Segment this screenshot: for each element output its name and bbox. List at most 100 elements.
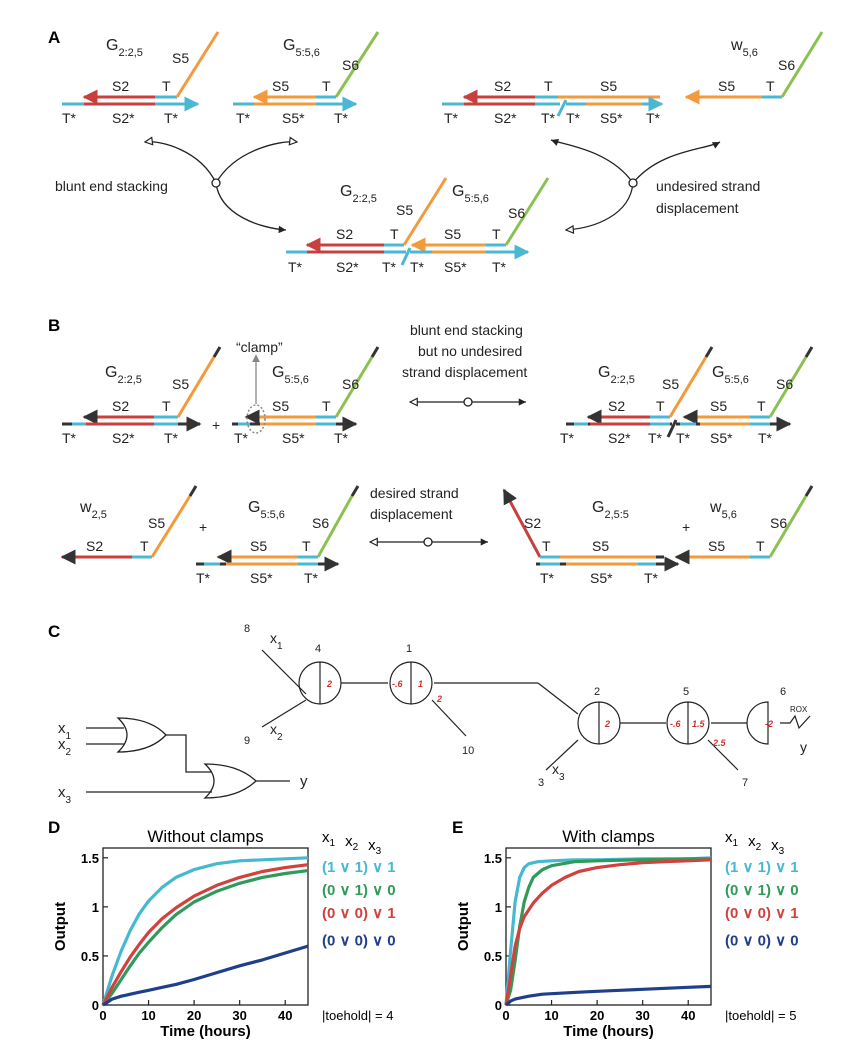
x-tick-label: 30 [635,1008,649,1023]
blunt-no-displacement-label-2: but no undesired [418,343,522,359]
label-s5star: S5* [590,570,613,586]
undesired-displacement-label-1: undesired strand [656,178,760,194]
complex-stacked-clamped: G2:2,5 G5:5,6 S5 S6 S2 T S5 T T* S2* T* … [560,346,814,446]
label-t: T [492,226,501,242]
label-s6: S6 [778,57,795,73]
label-s5star: S5* [600,110,623,126]
label-t: T [140,538,149,554]
y-tick-label: 1.5 [81,851,99,866]
y-tick-label: 0 [92,998,99,1013]
label-t: T [322,78,331,94]
svg-text:2: 2 [326,679,332,689]
gate-g556-row2: G5:5,6 S6 S5 T T* S5* T* [196,485,360,586]
svg-text:1.5: 1.5 [692,719,706,729]
legend-entry-1: (0 ∨ 1) ∨ 0 [725,882,799,899]
logic-circuit [86,717,290,799]
label-s6: S6 [776,376,793,392]
label-s2: S2 [524,515,541,531]
reaction-undesired-displacement [550,139,721,230]
gate-name: G5:5,6 [272,364,309,386]
gate-name: G2,5:5 [592,499,629,521]
x-tick-label: 20 [590,1008,604,1023]
chart-with-clamps: 0 10 20 30 40 0 0.5 1 1.5 With clamps Time (hours)… [455,827,799,1040]
panel-c: x1 x2 x3 y 8 9 [58,623,811,806]
label-tstar: T* [560,430,575,446]
label-t: T [756,538,765,554]
y-axis-label: Output [52,902,69,951]
series-line-0 [504,856,712,1006]
node-numbers: 8 9 4 1 10 2 3 5 7 6 [244,623,786,789]
panel-label-c: C [48,622,60,641]
plus-sign: + [682,519,690,535]
series-line-1 [504,857,711,1006]
node-input-x3: x3 [552,761,565,783]
label-s2: S2 [608,398,625,414]
legend-entry-0: (1 ∨ 1) ∨ 1 [322,859,396,876]
undesired-displacement-label-2: displacement [656,200,739,216]
label-tstar: T* [234,430,249,446]
panel-label-e: E [452,818,463,837]
reaction-blunt-end-stacking [145,142,297,234]
label-s5: S5 [172,50,189,66]
label-tstar: T* [410,259,425,275]
legend-header: x1 x2 x3 [322,829,382,857]
label-s6: S6 [770,515,787,531]
reporter-node-6 [746,701,769,745]
svg-text:7: 7 [742,777,748,789]
input-x3: x3 [58,784,72,806]
label-s5: S5 [396,202,413,218]
svg-text:4: 4 [315,643,321,655]
svg-text:2: 2 [436,694,442,704]
strand-name: w5,6 [709,499,737,521]
blunt-no-displacement-label-1: blunt end stacking [410,322,523,338]
input-x1: x1 [58,720,72,742]
label-s2: S2 [112,398,129,414]
x-tick-label: 10 [141,1008,155,1023]
label-s2star: S2* [336,259,359,275]
strand-w25: w2,5 S5 S2 T [60,485,198,565]
label-s5: S5 [272,398,289,414]
series-line-2 [504,858,712,1006]
label-s5: S5 [662,376,679,392]
toehold-note: |toehold| = 4 [322,1008,393,1023]
label-t: T [757,398,766,414]
desired-displacement-label-1: desired strand [370,485,459,501]
y-tick-label: 0 [495,998,502,1013]
chart-title: Without clamps [147,827,263,846]
label-s6: S6 [342,376,359,392]
label-tstar: T* [164,110,179,126]
x-tick-label: 20 [187,1008,201,1023]
label-s2star: S2* [494,110,517,126]
label-s5star: S5* [444,259,467,275]
gate-g225-top: G2:2,5 S5 S2 T T* S2* T* [62,31,220,126]
label-s5: S5 [600,78,617,94]
output-y: y [300,773,308,790]
y-tick-label: 0.5 [81,949,99,964]
node-input-x2: x2 [270,721,283,743]
gate-name: G5:5,6 [452,183,489,205]
x-tick-label: 40 [681,1008,695,1023]
svg-text:2: 2 [594,686,600,698]
chart-title: With clamps [562,827,655,846]
label-tstar: T* [541,110,556,126]
series-line-3 [504,984,712,1007]
panel-b: G2:2,5 S5 S2 T T* S2* T* + “clamp” G5:5,… [60,322,814,586]
panel-label-d: D [48,818,60,837]
y-tick-label: 1 [495,900,502,915]
label-t: T [162,78,171,94]
legend-entry-2: (0 ∨ 0) ∨ 1 [322,905,396,922]
label-s2: S2 [494,78,511,94]
seesaw-network [261,649,811,771]
label-s5: S5 [272,78,289,94]
x-tick-label: 10 [544,1008,558,1023]
label-tstar: T* [648,430,663,446]
strand-name: w2,5 [79,499,107,521]
label-s5: S5 [708,538,725,554]
or-gate-2 [203,763,257,799]
label-tstar: T* [236,110,251,126]
svg-text:-.6: -.6 [670,719,681,729]
label-s5star: S5* [710,430,733,446]
series-line-0 [101,856,309,1006]
strand-name: w5,6 [730,37,758,59]
